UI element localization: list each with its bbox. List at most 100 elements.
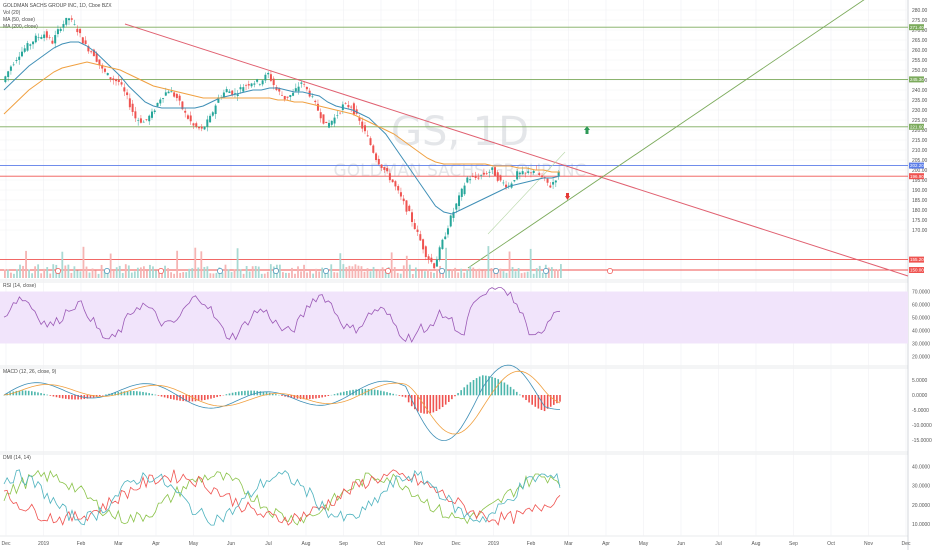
event-marker-10[interactable] xyxy=(607,268,613,274)
candle-body xyxy=(322,114,325,124)
time-axis[interactable]: Dec 2019 Feb Mar Apr May Jun Jul Aug Sep Oct Nov Dec… xyxy=(2,541,911,547)
time-tick-6: Jun xyxy=(227,541,235,547)
event-marker-3[interactable] xyxy=(217,268,223,274)
volume-bar xyxy=(194,247,197,278)
price-tag-5 xyxy=(909,256,924,263)
event-marker-7[interactable] xyxy=(439,268,445,274)
arrow-annotations[interactable] xyxy=(565,126,590,200)
candle-body xyxy=(162,98,165,100)
candle-body xyxy=(361,121,364,129)
volume-bar xyxy=(520,273,523,278)
descending-trendline[interactable] xyxy=(124,23,909,277)
price-tick-5: 255.00 xyxy=(912,58,928,64)
ascending-trendline[interactable] xyxy=(467,0,908,269)
event-marker-9[interactable] xyxy=(543,268,549,274)
price-pane[interactable]: GOLDMAN SACHS GROUP INC, 1D, Cboe BZX Vo… xyxy=(0,0,909,278)
candle-body xyxy=(214,105,217,115)
candle-body xyxy=(54,35,57,44)
candle-body xyxy=(541,175,544,178)
chart-title: GOLDMAN SACHS GROUP INC, 1D, Cboe BZX xyxy=(3,3,112,9)
macd-histogram-bar xyxy=(207,395,209,400)
volume-bar xyxy=(436,268,438,278)
macd-histogram-bar xyxy=(40,393,42,396)
dmi-pane[interactable]: DMI (14, 14) 40.0000 30.0000 20.0000 10.000… xyxy=(3,455,930,528)
dmi-adx-line xyxy=(3,469,561,526)
volume-bar xyxy=(421,270,423,278)
volume-bar xyxy=(266,271,269,278)
trend-lines[interactable] xyxy=(124,0,909,277)
candle-body xyxy=(405,200,408,212)
volume-bar xyxy=(139,267,142,278)
event-marker-6[interactable] xyxy=(385,268,391,274)
macd-histogram-bar xyxy=(21,390,24,396)
candle-body xyxy=(43,34,46,39)
volume-bar xyxy=(478,268,481,278)
candle-body xyxy=(319,112,322,119)
price-tick-4: 260.00 xyxy=(912,48,928,54)
candle-body xyxy=(101,64,104,69)
candle-body xyxy=(98,59,101,66)
volume-bar xyxy=(245,266,248,278)
candle-body xyxy=(267,72,270,75)
macd-histogram-bar xyxy=(49,395,52,396)
candle-body xyxy=(333,117,336,124)
time-tick-23: Nov xyxy=(864,541,873,547)
event-marker-0[interactable] xyxy=(55,268,61,274)
candle-body xyxy=(120,82,123,85)
dmi-label: DMI (14, 14) xyxy=(3,455,31,461)
volume-bar xyxy=(67,264,70,278)
macd-histogram-bar xyxy=(259,391,262,396)
macd-histogram-bar xyxy=(244,390,246,396)
macd-histogram-bar xyxy=(367,389,370,396)
candle-body xyxy=(408,205,411,212)
candle-body xyxy=(305,86,308,90)
rsi-line xyxy=(3,287,561,343)
event-marker-5[interactable] xyxy=(323,268,329,274)
candle-body xyxy=(480,175,483,176)
volume-bar xyxy=(158,272,160,278)
price-tag-label-4: 196.90 xyxy=(910,174,924,179)
event-markers[interactable] xyxy=(55,268,613,274)
macd-pane[interactable]: MACD (12, 26, close, 9) 5.0000 0.0000 -5.0… xyxy=(3,364,932,444)
volume-bar xyxy=(291,267,293,278)
candle-body xyxy=(388,173,391,181)
time-tick-13: 2019 xyxy=(488,541,499,547)
price-tick-12: 220.00 xyxy=(912,128,928,134)
macd-histogram-bar xyxy=(241,391,243,396)
candle-body xyxy=(40,36,43,39)
event-marker-2[interactable] xyxy=(158,268,164,274)
macd-histogram-bar xyxy=(376,390,379,396)
macd-histogram-bar xyxy=(231,392,234,396)
time-tick-8: Aug xyxy=(302,541,311,547)
volume-bar xyxy=(25,250,27,278)
down-arrow-icon[interactable] xyxy=(565,193,570,200)
volume-bar xyxy=(517,268,520,278)
event-marker-4[interactable] xyxy=(273,268,279,274)
candle-body xyxy=(300,82,303,84)
macd-histogram-bar xyxy=(92,395,95,398)
candle-body xyxy=(446,228,449,235)
rsi-tick-5: 20.0000 xyxy=(912,354,930,360)
inner-trendline[interactable] xyxy=(487,151,566,235)
macd-histogram-bar xyxy=(525,395,527,401)
price-axis[interactable]: 280.00 275.00 270.00 265.00 260.00 255.00 250.… xyxy=(909,8,928,273)
volume-bar xyxy=(402,265,405,278)
rsi-pane[interactable]: RSI (14, close) 70.0000 60.0000 50.0000 40.… xyxy=(3,283,930,360)
volume-bar xyxy=(442,269,444,278)
volume-bar xyxy=(523,272,526,278)
candle-body xyxy=(45,31,48,38)
event-marker-8[interactable] xyxy=(493,268,499,274)
macd-histogram-bar xyxy=(423,395,425,414)
up-arrow-icon[interactable] xyxy=(584,126,590,134)
candle-body xyxy=(109,77,112,80)
macd-histogram-bar xyxy=(519,394,521,396)
event-marker-1[interactable] xyxy=(104,268,110,274)
candle-body xyxy=(549,185,552,188)
candle-body xyxy=(48,37,51,38)
macd-histogram-bar xyxy=(77,395,79,400)
candle-body xyxy=(217,97,220,103)
candle-body xyxy=(513,180,516,182)
volume-bar xyxy=(336,272,339,278)
macd-histogram-bar xyxy=(466,384,469,396)
